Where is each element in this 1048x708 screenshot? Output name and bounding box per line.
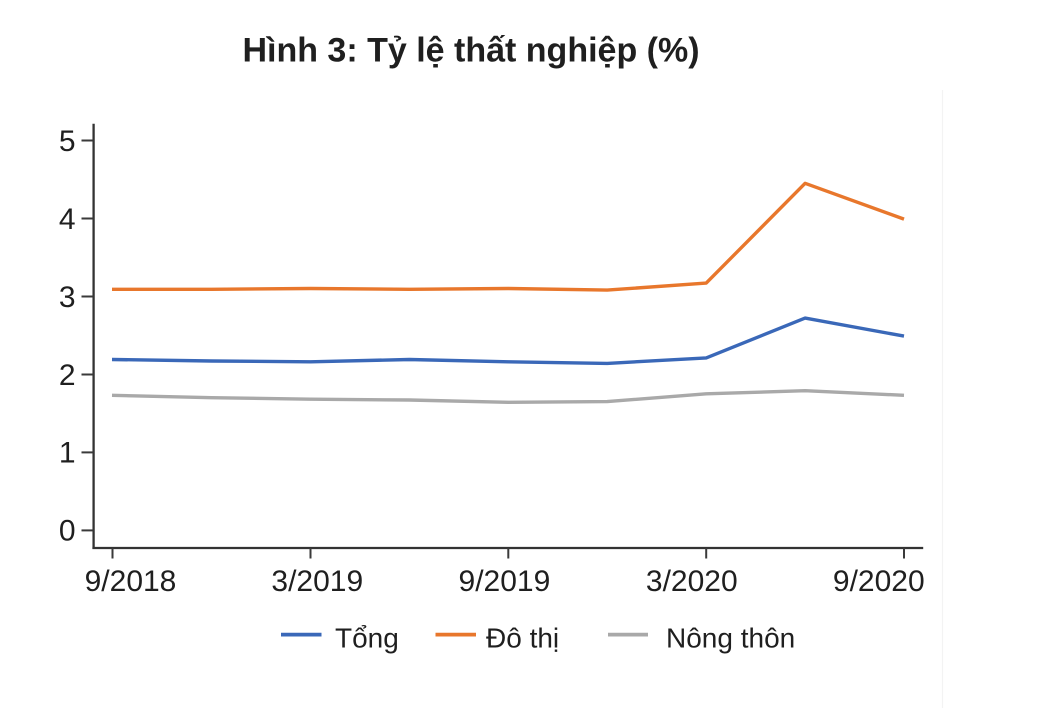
svg-text:9/2020: 9/2020 <box>833 565 925 598</box>
svg-text:3/2019: 3/2019 <box>271 565 363 598</box>
svg-text:Nông thôn: Nông thôn <box>666 622 795 653</box>
svg-text:9/2018: 9/2018 <box>85 565 177 598</box>
svg-text:1: 1 <box>59 437 76 470</box>
svg-text:3: 3 <box>59 281 76 314</box>
svg-text:0: 0 <box>59 515 76 548</box>
svg-text:Tổng: Tổng <box>335 622 399 653</box>
svg-text:Hình 3: Tỷ lệ thất nghiệp (%): Hình 3: Tỷ lệ thất nghiệp (%) <box>242 31 699 69</box>
svg-text:4: 4 <box>59 203 76 236</box>
svg-text:Đô thị: Đô thị <box>486 622 559 653</box>
svg-text:5: 5 <box>59 125 76 158</box>
svg-text:3/2020: 3/2020 <box>646 565 738 598</box>
svg-text:9/2019: 9/2019 <box>459 565 551 598</box>
svg-text:2: 2 <box>59 359 76 392</box>
